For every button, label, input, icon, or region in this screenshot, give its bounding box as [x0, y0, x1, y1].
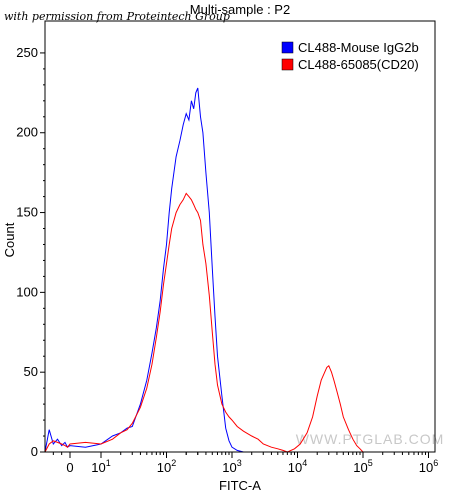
axes: 0 50 100 150 200 250 0 101 102 103 104 105 106: [16, 45, 438, 475]
x-tick-label-4: 104: [288, 458, 307, 475]
series-line-1: [44, 192, 429, 453]
chart-title: Multi-sample : P2: [190, 2, 290, 17]
y-tick-label-3: 150: [16, 205, 38, 220]
legend-swatch-1: [281, 58, 294, 71]
x-tick-label-3: 103: [222, 458, 241, 475]
x-tick-label-0: 0: [66, 460, 73, 475]
y-tick-label-4: 200: [16, 125, 38, 140]
plot-frame: [44, 20, 436, 453]
y-tick-label-5: 250: [16, 45, 38, 60]
series-line-0: [44, 87, 429, 453]
legend-label-1: CL488-65085(CD20): [298, 57, 419, 72]
y-tick-label-2: 100: [16, 284, 38, 299]
x-tick-label-6: 106: [419, 458, 438, 475]
x-tick-label-2: 102: [157, 458, 176, 475]
legend-swatch-0: [281, 41, 294, 54]
y-tick-label-1: 50: [24, 364, 38, 379]
y-axis-title: Count: [2, 222, 17, 257]
x-tick-label-1: 101: [91, 458, 110, 475]
y-tick-label-0: 0: [31, 444, 38, 459]
x-axis-title: FITC-A: [219, 478, 261, 493]
legend: CL488-Mouse IgG2b CL488-65085(CD20): [281, 40, 419, 72]
x-tick-label-5: 105: [353, 458, 372, 475]
watermark-text: WWW.PTGLAB.COM: [296, 431, 445, 447]
plot-area: [44, 87, 429, 453]
legend-label-0: CL488-Mouse IgG2b: [298, 40, 419, 55]
credit-text: with permission from Proteintech Group: [4, 10, 230, 23]
